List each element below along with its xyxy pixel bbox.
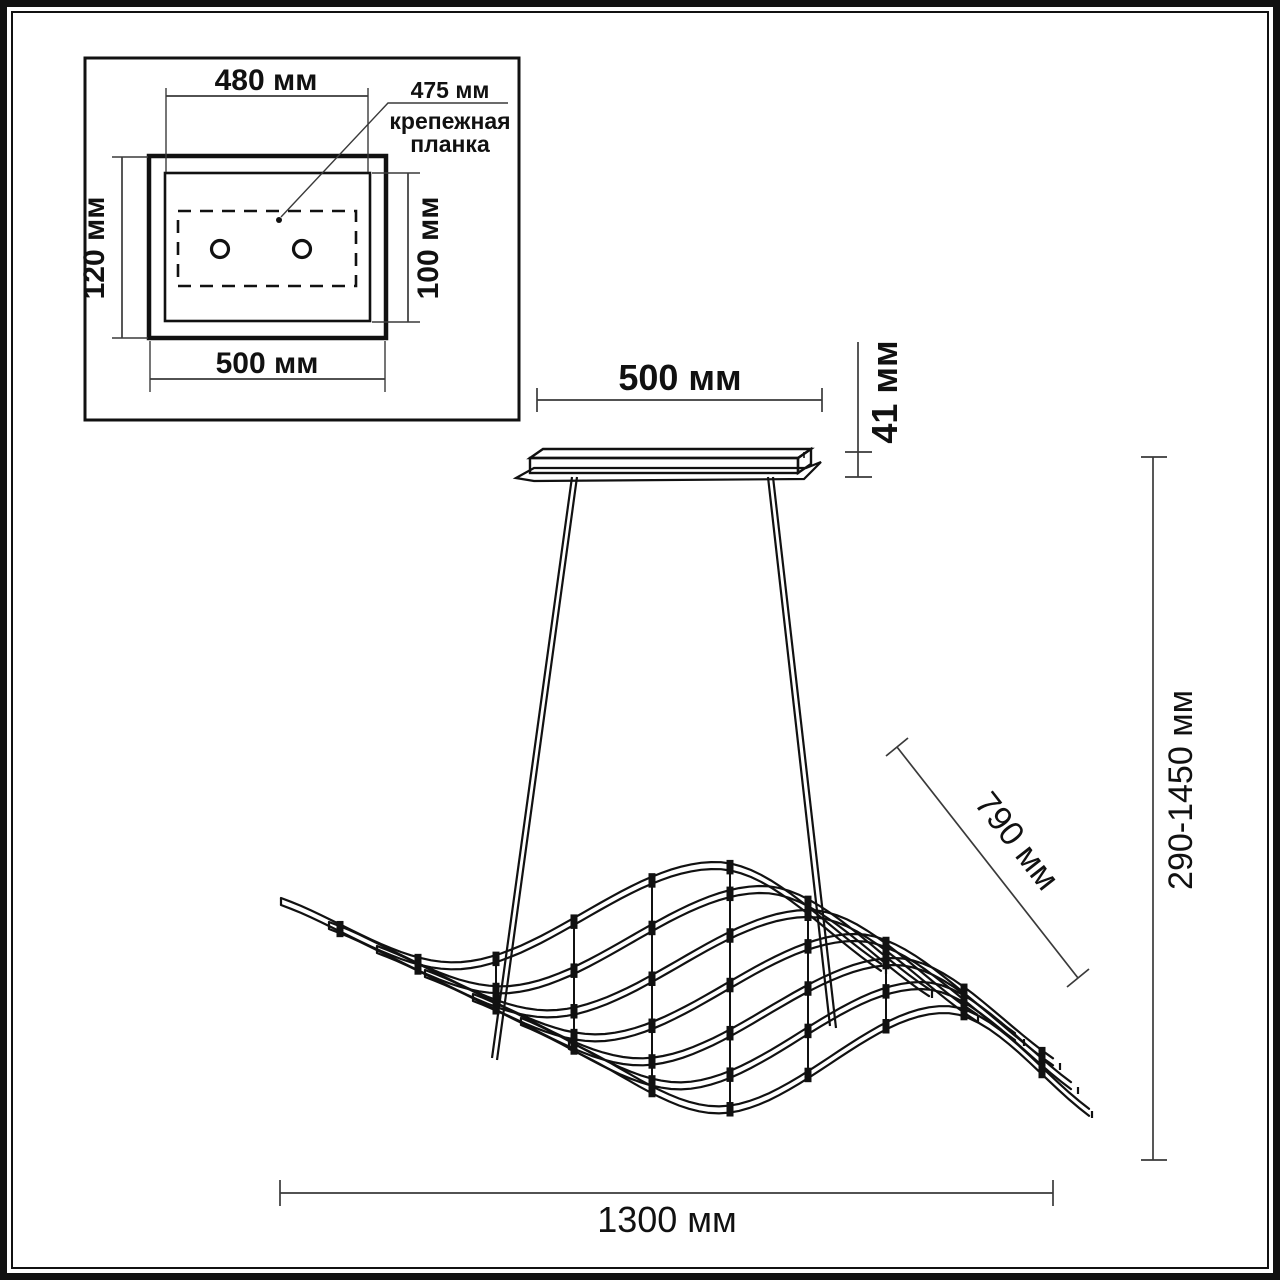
- lattice-connector: [726, 1067, 734, 1082]
- inset-dim-left: 120 мм: [78, 156, 148, 339]
- lattice-connector: [882, 1019, 890, 1034]
- dim-overall-width-label: 1300 мм: [597, 1199, 737, 1240]
- pendant-elevation: 500 мм 41 мм 790 мм 290-1450 мм: [279, 340, 1200, 1240]
- lattice-connector: [648, 1075, 656, 1090]
- inset-dim-left-label: 120 мм: [78, 197, 111, 300]
- lattice-connector: [1038, 1063, 1046, 1079]
- lattice-tube: [327, 891, 931, 998]
- lattice-connector: [570, 1040, 578, 1055]
- lattice-connector: [804, 939, 812, 954]
- lattice-connector: [882, 954, 890, 970]
- inset-dim-top: 480 мм: [165, 64, 369, 172]
- lattice-connector: [492, 982, 500, 998]
- inset-dim-bottom-label: 500 мм: [216, 347, 319, 380]
- mounting-bar-dashed-rect: [176, 209, 358, 288]
- lattice-connector: [804, 906, 812, 921]
- ceiling-plate: [512, 460, 822, 483]
- lattice-connector: [570, 963, 578, 978]
- lattice-tube: [471, 956, 1055, 1060]
- lattice-connector: [804, 1023, 812, 1039]
- mounting-hole-left: [209, 238, 231, 260]
- lattice-connector: [882, 984, 890, 999]
- lattice-connector: [648, 920, 656, 936]
- mounting-hole-right: [291, 238, 313, 260]
- lattice-connector: [648, 1018, 656, 1034]
- lattice-connector: [960, 1005, 968, 1021]
- dim-suspension-height: 290-1450 мм: [1141, 456, 1200, 1161]
- lattice-connector: [960, 991, 968, 1007]
- lattice-connector: [1038, 1055, 1046, 1070]
- dim-overall-width: 1300 мм: [279, 1180, 1054, 1240]
- inset-dim-bottom: 500 мм: [149, 341, 386, 392]
- frame-inner-border: [11, 11, 1269, 1269]
- lattice-connector: [726, 859, 734, 875]
- lattice-connector: [648, 1054, 656, 1069]
- lattice-tube: [567, 1005, 1091, 1110]
- lattice-connector: [648, 971, 656, 986]
- suspension-rod-left: [490, 476, 579, 1061]
- lattice-connector: [648, 873, 656, 888]
- lattice-tube: [567, 1012, 1091, 1117]
- lattice-connector: [726, 928, 734, 943]
- inset-dim-right: 100 мм: [372, 172, 445, 323]
- lattice-connector: [648, 1082, 656, 1098]
- lattice-connector: [492, 1000, 500, 1015]
- inset-top-view: 475 мм крепежная планка 480 мм 500 мм 12…: [78, 56, 521, 422]
- lattice-connector: [570, 1028, 578, 1044]
- lattice-connector: [570, 914, 578, 929]
- inset-dim-right-label: 100 мм: [412, 197, 445, 300]
- suspension-rod-right: [766, 476, 838, 1029]
- lattice-connector: [726, 886, 734, 902]
- inset-dim-top-label: 480 мм: [215, 64, 318, 97]
- callout-value-label: 475 мм: [411, 77, 490, 103]
- inset-border: [83, 56, 521, 422]
- lattice-connector: [1038, 1046, 1046, 1062]
- canopy-box: [526, 446, 815, 476]
- lattice-tube: [519, 987, 1073, 1091]
- dim-canopy-height-label: 41 мм: [864, 340, 905, 443]
- wave-lattice: [279, 859, 1094, 1118]
- dim-canopy-width-label: 500 мм: [618, 357, 741, 398]
- callout-anchor-dot: [276, 217, 282, 223]
- dim-wave-length-label: 790 мм: [967, 785, 1066, 897]
- lattice-connector: [414, 960, 422, 975]
- lattice-connector: [804, 1067, 812, 1083]
- callout-text-line1: крепежная: [389, 108, 510, 134]
- dim-canopy-height: 41 мм: [845, 340, 905, 478]
- lattice-connector: [726, 1025, 734, 1041]
- lattice-connector: [726, 977, 734, 993]
- canopy-inner-rect: [163, 171, 372, 323]
- lattice-connector: [726, 1102, 734, 1117]
- canopy-outer-rect: [146, 153, 389, 341]
- lattice-connector: [804, 981, 812, 996]
- lattice-connector: [882, 936, 890, 952]
- lattice-connector: [336, 922, 344, 938]
- lattice-connector: [492, 951, 500, 967]
- lattice-connector: [570, 1004, 578, 1019]
- dim-canopy-width: 500 мм: [536, 357, 823, 412]
- lattice-connector: [960, 983, 968, 999]
- callout-text-line2: планка: [410, 131, 490, 157]
- dim-wave-length: 790 мм: [885, 737, 1090, 988]
- dim-suspension-height-label: 290-1450 мм: [1162, 690, 1200, 890]
- callout-leader-line: [280, 102, 508, 218]
- lattice-connector: [804, 895, 812, 911]
